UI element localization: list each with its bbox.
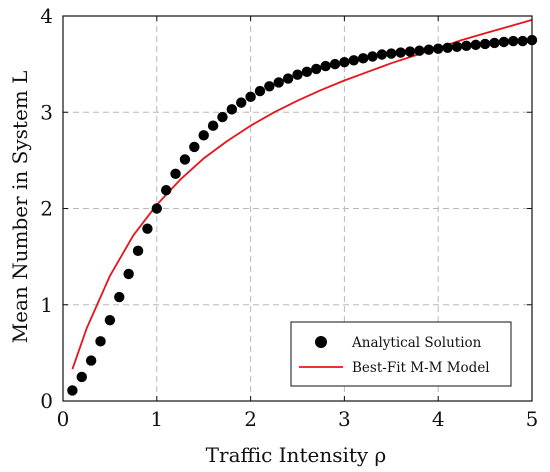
analytical-point [189, 141, 200, 153]
legend-label-bestfit: Best-Fit M-M Model [352, 360, 490, 376]
analytical-point [132, 245, 144, 257]
legend: Analytical Solution Best-Fit M-M Model [290, 321, 512, 387]
analytical-series [67, 34, 538, 396]
analytical-point [367, 51, 378, 62]
analytical-point [170, 168, 181, 180]
analytical-point [85, 355, 97, 366]
analytical-point [423, 44, 435, 55]
y-tick-label: 2 [40, 197, 53, 221]
x-tick-label: 1 [150, 407, 163, 431]
analytical-point [414, 45, 425, 56]
analytical-point [517, 35, 528, 47]
x-tick-label: 4 [432, 407, 445, 431]
analytical-point [301, 66, 313, 78]
analytical-point [95, 336, 106, 347]
analytical-point [348, 55, 359, 66]
best-fit-line [71, 19, 533, 370]
analytical-point [67, 385, 78, 396]
analytical-point [142, 223, 153, 234]
analytical-point [386, 48, 397, 59]
analytical-point [292, 69, 303, 80]
y-tick-label: 4 [40, 4, 53, 28]
y-axis-title: Mean Number in System L [8, 71, 32, 344]
analytical-point [451, 41, 463, 52]
analytical-point [282, 73, 294, 84]
analytical-point [339, 57, 350, 68]
y-tick-label: 1 [40, 293, 53, 317]
analytical-point [273, 77, 284, 88]
analytical-point [320, 60, 331, 72]
analytical-point [123, 268, 134, 280]
analytical-point [254, 85, 266, 97]
analytical-point [461, 40, 472, 52]
analytical-point [357, 53, 369, 64]
analytical-point [470, 39, 481, 51]
x-tick-label: 3 [338, 407, 351, 431]
legend-marker-analytical [315, 336, 327, 348]
x-tick-label: 0 [57, 407, 70, 431]
analytical-point [498, 36, 510, 48]
analytical-point [479, 38, 491, 50]
analytical-point [104, 314, 116, 326]
analytical-point [433, 43, 444, 54]
analytical-point [207, 120, 219, 131]
analytical-point [160, 185, 172, 196]
analytical-point [329, 58, 341, 70]
y-tick-label: 3 [40, 100, 53, 124]
analytical-point [179, 154, 191, 165]
analytical-point [442, 42, 453, 53]
analytical-point [76, 371, 87, 383]
analytical-point [226, 104, 238, 115]
analytical-point [217, 111, 228, 123]
best-fit-series [71, 19, 533, 370]
analytical-point [311, 63, 322, 75]
analytical-point [245, 91, 256, 103]
analytical-point [198, 130, 209, 141]
legend-label-analytical: Analytical Solution [351, 335, 482, 351]
y-tick-label: 0 [40, 389, 53, 413]
analytical-point [489, 37, 500, 49]
analytical-point [151, 203, 162, 214]
analytical-point [114, 291, 125, 303]
tick-labels: 0 1 2 3 4 5 0 1 2 3 4 [40, 4, 538, 431]
x-tick-label: 5 [526, 407, 539, 431]
analytical-point [264, 81, 275, 92]
analytical-point [508, 35, 519, 47]
x-tick-label: 2 [244, 407, 257, 431]
analytical-point [236, 97, 247, 108]
analytical-point [376, 49, 388, 60]
x-axis-title: Traffic Intensity ρ [206, 443, 387, 467]
plot-frame [62, 15, 533, 402]
analytical-point [404, 46, 416, 57]
analytical-point [395, 47, 406, 58]
legend-box [290, 321, 512, 387]
